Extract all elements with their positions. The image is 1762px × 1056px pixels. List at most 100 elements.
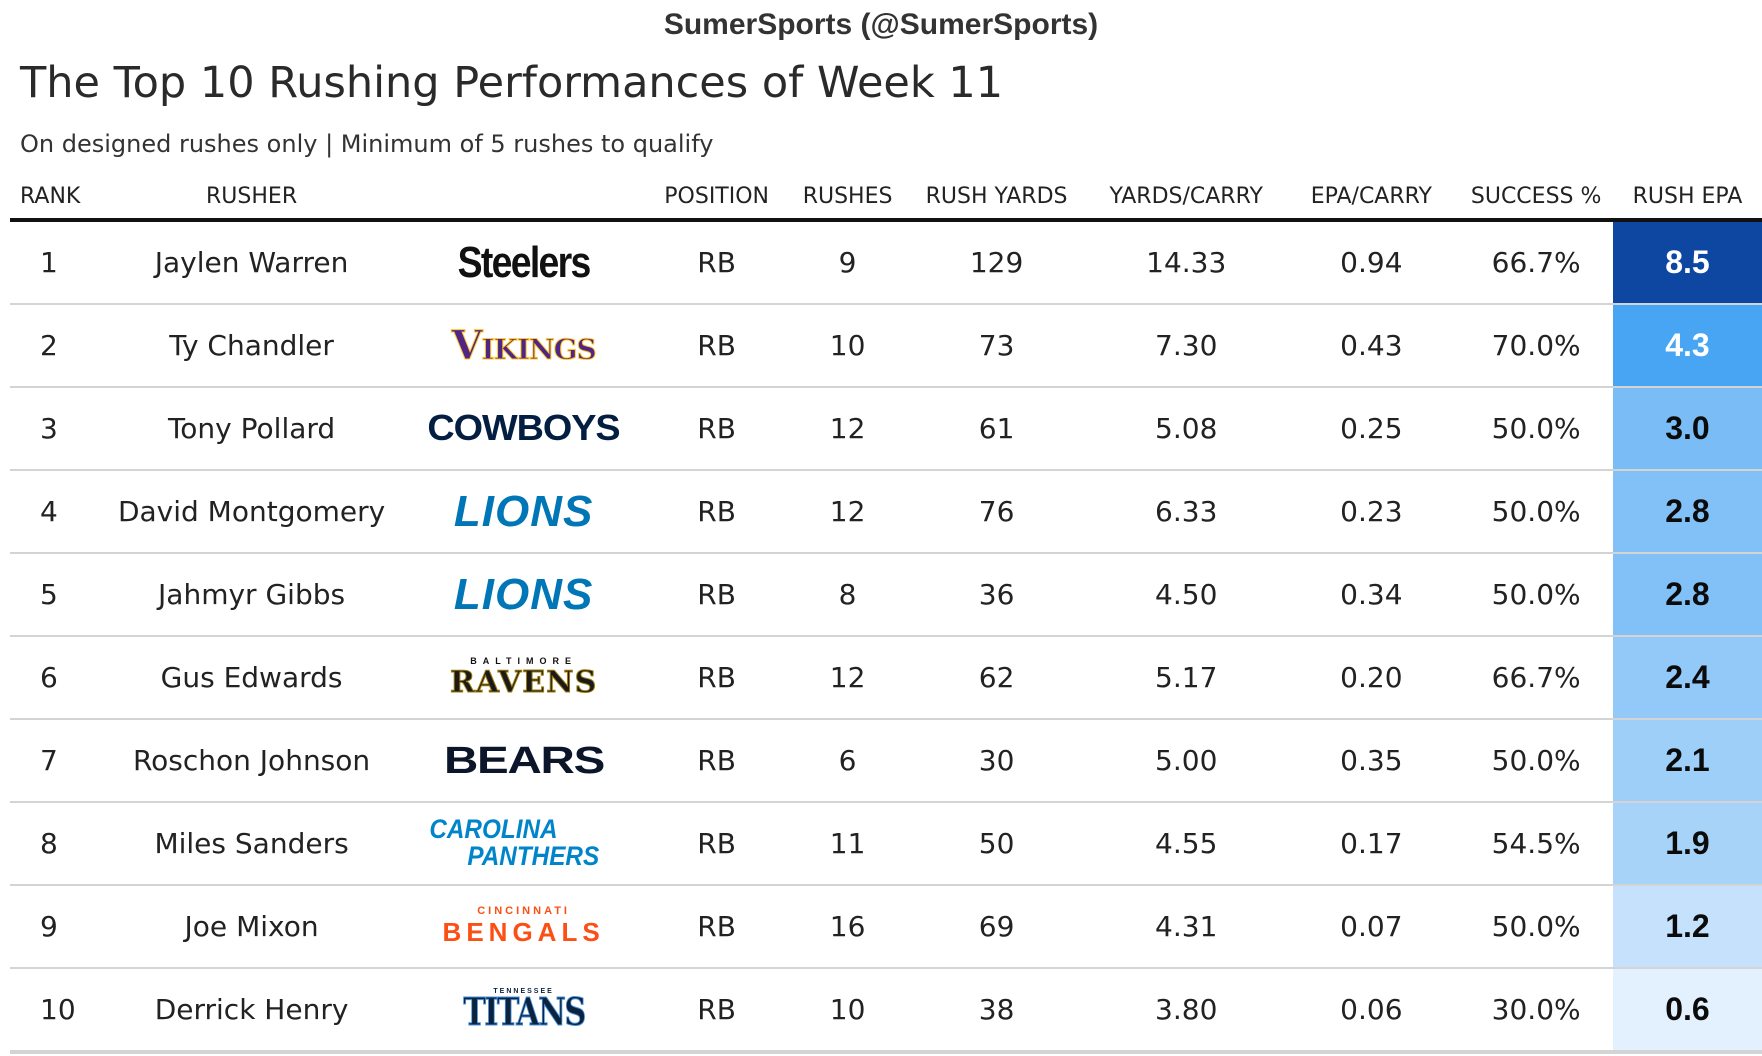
epa-carry-cell: 0.23 bbox=[1283, 470, 1460, 554]
header-rank: RANK bbox=[10, 174, 99, 222]
team-logo-line1: TENNESSEE bbox=[493, 987, 554, 995]
epa-carry-cell: 0.07 bbox=[1283, 885, 1460, 969]
chart-credit: SumerSports (@SumerSports) bbox=[663, 8, 1099, 41]
rusher-cell: Tony Pollard bbox=[98, 387, 406, 471]
success-cell: 66.7% bbox=[1459, 220, 1613, 305]
team-logo: BALTIMORE RAVENS bbox=[449, 655, 598, 700]
team-logo-cell: LIONS bbox=[405, 553, 643, 637]
team-logo-cell: TENNESSEE TITANS bbox=[405, 968, 643, 1054]
position-cell: RB bbox=[642, 220, 792, 305]
yards-carry-cell: 5.08 bbox=[1089, 387, 1284, 471]
header-team-logo bbox=[405, 174, 643, 222]
rushes-cell: 6 bbox=[791, 719, 905, 803]
rush-yards-cell: 38 bbox=[904, 968, 1090, 1054]
chart-title: The Top 10 Rushing Performances of Week … bbox=[20, 58, 1004, 108]
header-yards-carry: YARDS/CARRY bbox=[1089, 174, 1284, 222]
table-row: 7 Roschon Johnson BEARS RB 6 30 5.00 0.35 50.0% 2… bbox=[10, 719, 1762, 803]
rank-cell: 5 bbox=[10, 553, 99, 637]
rusher-cell: Jahmyr Gibbs bbox=[98, 553, 406, 637]
rusher-cell: Gus Edwards bbox=[98, 636, 406, 720]
team-logo-wordmark: LIONS bbox=[453, 486, 594, 536]
position-cell: RB bbox=[642, 885, 792, 969]
team-logo-line1: CINCINNATI bbox=[477, 904, 570, 917]
table-row: 5 Jahmyr Gibbs LIONS RB 8 36 4.50 0.34 50.0% 2.8 bbox=[10, 553, 1762, 637]
team-logo-wordmark: BEARS bbox=[443, 739, 605, 782]
yards-carry-cell: 3.80 bbox=[1089, 968, 1284, 1054]
rush-epa-cell: 4.3 bbox=[1612, 304, 1762, 388]
epa-carry-cell: 0.06 bbox=[1283, 968, 1460, 1054]
team-logo: Steelers bbox=[446, 237, 601, 287]
position-cell: RB bbox=[642, 387, 792, 471]
table-row: 9 Joe Mixon CINCINNATI BENGALS RB 16 69 4.31 0.0… bbox=[10, 885, 1762, 969]
position-cell: RB bbox=[642, 968, 792, 1054]
rush-yards-cell: 129 bbox=[904, 220, 1090, 305]
table-row: 8 Miles Sanders CAROLINA PANTHERS RB 11 50 4.55… bbox=[10, 802, 1762, 886]
team-logo-wordmark: Vikings bbox=[451, 321, 597, 369]
yards-carry-cell: 4.50 bbox=[1089, 553, 1284, 637]
team-logo-wordmark: RAVENS bbox=[449, 664, 598, 700]
position-cell: RB bbox=[642, 304, 792, 388]
team-logo-cell: BEARS bbox=[405, 719, 643, 803]
rushes-cell: 12 bbox=[791, 636, 905, 720]
team-logo: COWBOYS bbox=[428, 410, 621, 446]
yards-carry-cell: 4.55 bbox=[1089, 802, 1284, 886]
rusher-cell: Jaylen Warren bbox=[98, 220, 406, 305]
team-logo: LIONS bbox=[454, 572, 593, 617]
header-epa-carry: EPA/CARRY bbox=[1283, 174, 1460, 222]
table-row: 1 Jaylen Warren Steelers RB 9 129 14.33 0.94 66.… bbox=[10, 220, 1762, 305]
position-cell: RB bbox=[642, 719, 792, 803]
team-logo: CAROLINA PANTHERS bbox=[430, 815, 607, 871]
rush-yards-cell: 36 bbox=[904, 553, 1090, 637]
success-cell: 50.0% bbox=[1459, 387, 1613, 471]
rushes-cell: 8 bbox=[791, 553, 905, 637]
success-cell: 50.0% bbox=[1459, 885, 1613, 969]
yards-carry-cell: 6.33 bbox=[1089, 470, 1284, 554]
rush-epa-cell: 2.8 bbox=[1612, 470, 1762, 554]
rusher-cell: Joe Mixon bbox=[98, 885, 406, 969]
team-logo: TENNESSEE TITANS bbox=[448, 988, 600, 1031]
rushes-cell: 16 bbox=[791, 885, 905, 969]
team-logo-line1: BALTIMORE bbox=[470, 655, 578, 666]
success-cell: 50.0% bbox=[1459, 719, 1613, 803]
header-position: POSITION bbox=[642, 174, 792, 222]
rush-epa-cell: 2.1 bbox=[1612, 719, 1762, 803]
table-row: 2 Ty Chandler Vikings RB 10 73 7.30 0.43 70.0% 4.… bbox=[10, 304, 1762, 388]
header-success: SUCCESS % bbox=[1459, 174, 1613, 222]
table-row: 6 Gus Edwards BALTIMORE RAVENS RB 12 62 5.17 0.2… bbox=[10, 636, 1762, 720]
rushes-cell: 10 bbox=[791, 968, 905, 1054]
rush-epa-cell: 3.0 bbox=[1612, 387, 1762, 471]
position-cell: RB bbox=[642, 470, 792, 554]
epa-carry-cell: 0.35 bbox=[1283, 719, 1460, 803]
success-cell: 50.0% bbox=[1459, 470, 1613, 554]
rank-cell: 8 bbox=[10, 802, 99, 886]
team-logo-wordmark: Steelers bbox=[457, 237, 592, 287]
team-logo-wordmark: TITANS bbox=[462, 988, 586, 1034]
table-row: 3 Tony Pollard COWBOYS RB 12 61 5.08 0.25 50.0% 3… bbox=[10, 387, 1762, 471]
header-row: RANK RUSHER POSITION RUSHES RUSH YARDS Y… bbox=[10, 174, 1762, 222]
header-rush-yards: RUSH YARDS bbox=[904, 174, 1090, 222]
epa-carry-cell: 0.17 bbox=[1283, 802, 1460, 886]
team-logo: LIONS bbox=[453, 486, 594, 536]
rush-epa-cell: 8.5 bbox=[1612, 220, 1762, 305]
rank-cell: 9 bbox=[10, 885, 99, 969]
rush-epa-cell: 2.4 bbox=[1612, 636, 1762, 720]
team-logo-cell: LIONS bbox=[405, 470, 643, 554]
team-logo-cell: COWBOYS bbox=[405, 387, 643, 471]
rush-epa-cell: 0.6 bbox=[1612, 968, 1762, 1054]
rush-yards-cell: 30 bbox=[904, 719, 1090, 803]
rusher-cell: Ty Chandler bbox=[98, 304, 406, 388]
team-logo-cell: CAROLINA PANTHERS bbox=[405, 802, 643, 886]
header-rushes: RUSHES bbox=[791, 174, 905, 222]
table-body: 1 Jaylen Warren Steelers RB 9 129 14.33 0.94 66.… bbox=[10, 220, 1762, 1054]
success-cell: 30.0% bbox=[1459, 968, 1613, 1054]
rushes-cell: 10 bbox=[791, 304, 905, 388]
team-logo-wordmark: PANTHERS bbox=[467, 840, 600, 871]
success-cell: 54.5% bbox=[1459, 802, 1613, 886]
position-cell: RB bbox=[642, 802, 792, 886]
epa-carry-cell: 0.25 bbox=[1283, 387, 1460, 471]
position-cell: RB bbox=[642, 553, 792, 637]
rusher-cell: Miles Sanders bbox=[98, 802, 406, 886]
header-rusher: RUSHER bbox=[98, 174, 406, 222]
success-cell: 66.7% bbox=[1459, 636, 1613, 720]
rushes-cell: 12 bbox=[791, 387, 905, 471]
